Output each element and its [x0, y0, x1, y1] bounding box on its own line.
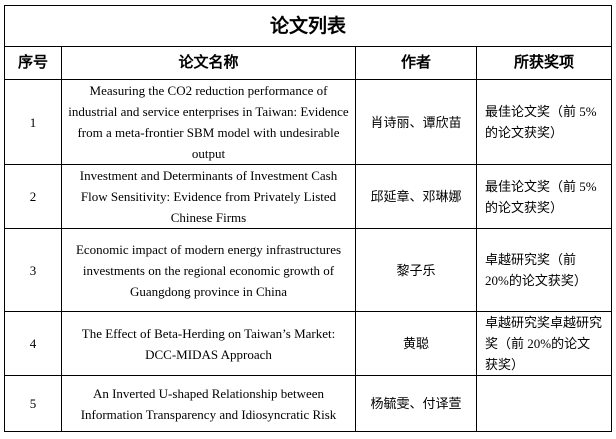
paper-title: An Inverted U-shaped Relationship betwee…	[61, 375, 356, 432]
table-row: 4 The Effect of Beta-Herding on Taiwan’s…	[4, 311, 613, 376]
paper-authors: 黎子乐	[355, 228, 477, 312]
paper-authors: 邱延章、邓琳娜	[355, 164, 477, 229]
paper-title: The Effect of Beta-Herding on Taiwan’s M…	[61, 311, 356, 376]
header-row: 序号 论文名称 作者 所获奖项	[4, 46, 613, 80]
paper-title: Measuring the CO2 reduction performance …	[61, 79, 356, 165]
header-authors: 作者	[355, 46, 477, 80]
paper-authors: 黄聪	[355, 311, 477, 376]
table-row: 5 An Inverted U-shaped Relationship betw…	[4, 375, 613, 432]
paper-authors: 肖诗丽、谭欣苗	[355, 79, 477, 165]
table-title: 论文列表	[3, 5, 613, 47]
table-row: 1 Measuring the CO2 reduction performanc…	[4, 79, 613, 165]
header-no: 序号	[4, 46, 62, 80]
paper-authors: 杨毓雯、付译萱	[355, 375, 477, 432]
paper-award: 卓越研究奖卓越研究奖（前 20%的论文获奖）	[475, 311, 613, 376]
row-no: 1	[4, 79, 62, 165]
paper-award	[475, 375, 613, 432]
row-no: 2	[4, 164, 62, 229]
header-award: 所获奖项	[475, 46, 613, 80]
title-row: 论文列表	[3, 5, 613, 47]
paper-list-table: 论文列表 序号 论文名称 作者 所获奖项 1 Measuring the CO2…	[3, 5, 613, 432]
paper-title: Investment and Determinants of Investmen…	[61, 164, 356, 229]
paper-award: 最佳论文奖（前 5%的论文获奖）	[475, 79, 613, 165]
paper-title: Economic impact of modern energy infrast…	[61, 228, 356, 312]
header-title: 论文名称	[61, 46, 356, 80]
paper-award: 最佳论文奖（前 5%的论文获奖）	[475, 164, 613, 229]
table-row: 2 Investment and Determinants of Investm…	[4, 164, 613, 229]
paper-award: 卓越研究奖（前 20%的论文获奖）	[475, 228, 613, 312]
row-no: 3	[4, 228, 62, 312]
table-row: 3 Economic impact of modern energy infra…	[4, 228, 613, 312]
row-no: 5	[4, 375, 62, 432]
row-no: 4	[4, 311, 62, 376]
